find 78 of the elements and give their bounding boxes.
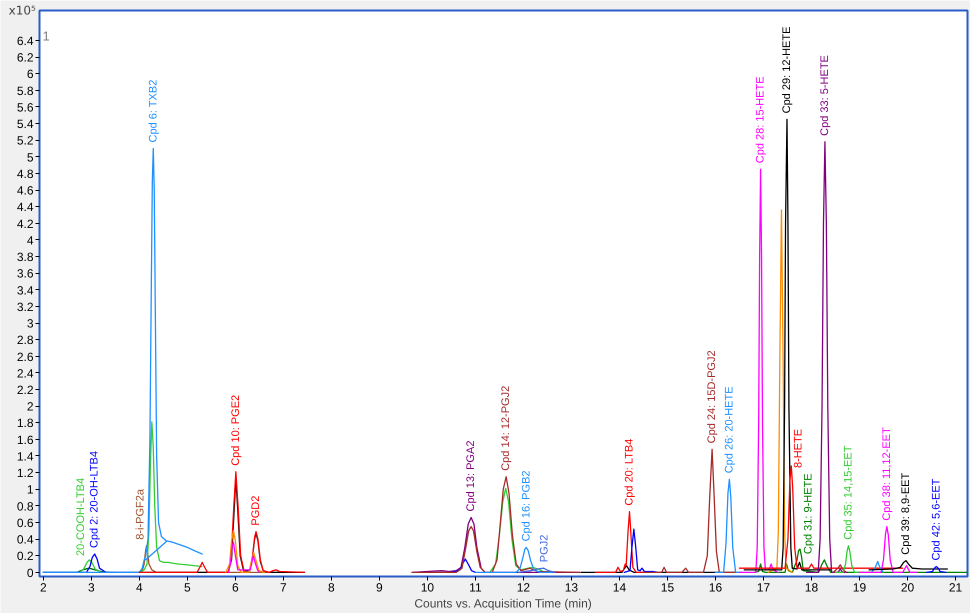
y-tick-label: 0.8 xyxy=(16,499,34,514)
y-tick-label: 6 xyxy=(26,67,34,82)
text: Cpd 29: 12-HETE xyxy=(780,26,793,114)
y-tick-label: 0.2 xyxy=(16,549,34,564)
text: 8-HETE xyxy=(792,428,804,468)
text: 20-COOH-LTB4 xyxy=(74,478,87,556)
text: Cpd 24: 15D-PGJ2 xyxy=(706,350,718,444)
y-tick-label: 3.2 xyxy=(16,300,34,314)
y-tick-label: 4 xyxy=(26,233,34,248)
text: Cpd 14: 12-PGJ2 xyxy=(500,386,512,471)
x-tick-label: 4 xyxy=(136,580,144,594)
y-tick-label: 4.6 xyxy=(16,184,34,198)
y-tick-label: 5.4 xyxy=(16,117,34,132)
x-tick-label: 19 xyxy=(852,580,866,594)
x-tick-label: 6 xyxy=(232,580,240,594)
y-tick-label: 4.8 xyxy=(16,166,34,181)
y-tick-label: 3.6 xyxy=(16,266,34,281)
text: Cpd 38: 11,12-EET xyxy=(880,427,893,521)
y-tick-label: 1 xyxy=(26,482,34,497)
y-tick-label: 4.2 xyxy=(16,216,34,231)
y-tick-label: 3 xyxy=(26,316,34,331)
y-tick-label: 0.4 xyxy=(16,532,34,547)
text: Cpd 33: 5-HETE xyxy=(818,55,831,136)
x-tick-label: 3 xyxy=(88,580,96,594)
text: Cpd 26: 20-HETE xyxy=(723,386,736,474)
text: Cpd 20: LTB4 xyxy=(624,438,636,506)
y-tick-label: 4.4 xyxy=(16,200,34,214)
x-tick-label: 17 xyxy=(756,580,770,594)
x-tick-label: 13 xyxy=(564,580,578,594)
y-tick-label: 5 xyxy=(26,150,34,164)
y-tick-label: 2.8 xyxy=(16,333,34,348)
y-tick-label: 1.8 xyxy=(16,416,34,430)
y-tick-label: 6.2 xyxy=(16,50,34,65)
text: Cpd 28: 15-HETE xyxy=(754,76,767,164)
text: Cpd 6: TXB2 xyxy=(147,80,160,142)
y-tick-label: 6.4 xyxy=(16,34,34,48)
x-tick-label: 12 xyxy=(516,580,530,594)
x-tick-label: 7 xyxy=(280,580,288,594)
text: Cpd 39: 8,9-EET xyxy=(900,472,912,555)
y-tick-label: 1.2 xyxy=(16,466,34,480)
x-tick-label: 2 xyxy=(40,580,48,594)
y-tick-label: 2 xyxy=(26,400,34,414)
text: Cpd 42: 5,6-EET xyxy=(930,478,942,561)
text: Cpd 13: PGA2 xyxy=(465,440,478,512)
text: Cpd 2: 20-OH-LTB4 xyxy=(88,451,101,548)
text: PGD2 xyxy=(250,496,262,526)
x-tick-label: 5 xyxy=(184,580,192,594)
y-tick-label: 5.8 xyxy=(16,84,34,98)
x-tick-label: 16 xyxy=(708,580,722,594)
text: Cpd 31: 9-HETE xyxy=(802,473,814,554)
annotation: 1 xyxy=(42,28,50,44)
text: 8-i-PGF2a xyxy=(134,488,147,540)
y-axis-title: x10⁵ xyxy=(8,4,36,18)
y-tick-label: 3.4 xyxy=(16,283,34,298)
text: Cpd 16: PGB2 xyxy=(520,470,532,542)
y-tick-label: 2.6 xyxy=(16,350,34,364)
x-axis-title: Counts vs. Acquisition Time (min) xyxy=(414,596,592,610)
y-tick-label: 1.6 xyxy=(16,432,34,447)
text: Cpd 35: 14,15-EET xyxy=(842,445,854,540)
x-tick-label: 15 xyxy=(660,580,674,594)
y-tick-label: 2.2 xyxy=(16,382,34,397)
y-tick-label: 5.6 xyxy=(16,100,34,114)
y-tick-label: 5.2 xyxy=(16,134,34,148)
x-tick-label: 14 xyxy=(612,580,626,594)
x-tick-label: 18 xyxy=(804,580,818,594)
y-tick-label: 3.8 xyxy=(16,250,34,264)
text: Cpd 10: PGE2 xyxy=(230,394,242,466)
y-tick-label: 0 xyxy=(26,566,34,580)
x-tick-label: 11 xyxy=(469,580,482,594)
x-tick-label: 21 xyxy=(948,580,962,594)
y-tick-label: 0.6 xyxy=(16,516,34,530)
x-tick-label: 9 xyxy=(376,580,384,594)
x-tick-label: 20 xyxy=(900,580,914,594)
x-tick-label: 10 xyxy=(420,580,434,594)
y-tick-label: 2.4 xyxy=(16,366,34,380)
text: PGJ2 xyxy=(538,534,551,562)
x-tick-label: 8 xyxy=(328,580,336,594)
y-tick-label: 1.4 xyxy=(16,449,34,464)
